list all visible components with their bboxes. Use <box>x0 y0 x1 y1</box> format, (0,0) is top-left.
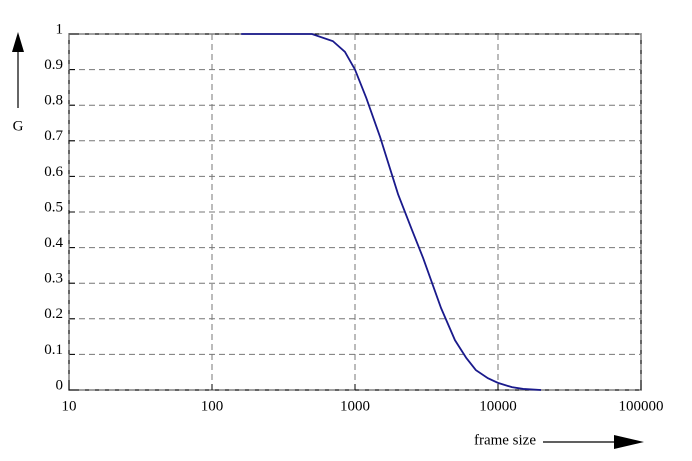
y-tick-label: 0.4 <box>44 235 63 251</box>
y-tick-label: 0 <box>56 377 64 393</box>
x-tick-label: 10000 <box>479 398 517 414</box>
y-tick-label: 0.8 <box>44 93 63 109</box>
y-tick-label: 0.7 <box>44 128 63 144</box>
x-arrowhead <box>614 435 644 449</box>
y-axis-label: G <box>13 118 24 134</box>
y-tick-label: 0.6 <box>44 164 63 180</box>
x-axis-label: frame size <box>474 432 536 448</box>
y-tick-label: 0.5 <box>44 199 63 215</box>
y-arrowhead <box>12 32 24 52</box>
y-tick-label: 1 <box>56 21 64 37</box>
y-tick-label: 0.9 <box>44 57 63 73</box>
x-tick-label: 10 <box>62 398 77 414</box>
data-line <box>241 33 542 391</box>
y-tick-label: 0.3 <box>44 271 63 287</box>
x-tick-label: 100000 <box>619 398 664 414</box>
y-tick-label: 0.1 <box>44 342 63 358</box>
x-tick-label: 100 <box>201 398 224 414</box>
y-tick-label: 0.2 <box>44 306 63 322</box>
x-tick-label: 1000 <box>340 398 370 414</box>
